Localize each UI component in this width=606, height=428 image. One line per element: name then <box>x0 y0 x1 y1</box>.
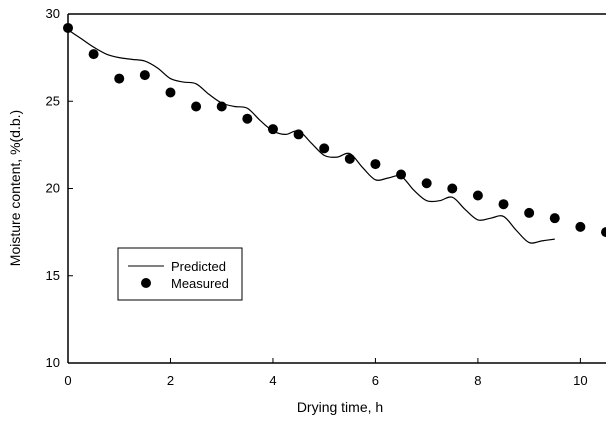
measured-data-point <box>88 49 99 60</box>
measured-data-point <box>370 159 381 170</box>
legend-measured-label: Measured <box>171 276 229 291</box>
x-tick-label: 0 <box>64 373 71 388</box>
measured-data-point <box>165 87 176 98</box>
measured-data-point <box>139 70 150 81</box>
measured-data-point <box>421 178 432 189</box>
y-axis-ticks: 10 15 20 25 30 <box>46 6 73 370</box>
legend-measured-marker-swatch <box>141 278 151 288</box>
measured-data-point <box>267 124 278 135</box>
measured-data-point <box>63 22 73 33</box>
x-tick-label: 2 <box>167 373 174 388</box>
y-tick-label: 10 <box>46 355 60 370</box>
y-tick-label: 25 <box>46 93 60 108</box>
measured-data-point <box>524 207 535 218</box>
measured-data-point <box>293 129 304 140</box>
measured-data-point <box>575 221 586 232</box>
measured-data-point <box>319 143 330 154</box>
series-layer <box>63 22 606 244</box>
x-tick-label: 6 <box>372 373 379 388</box>
x-axis-ticks: 0 2 4 6 8 10 <box>64 358 588 388</box>
x-tick-label: 4 <box>269 373 276 388</box>
measured-data-point <box>216 101 227 112</box>
x-tick-label: 8 <box>474 373 481 388</box>
measured-data-point <box>549 213 560 224</box>
legend-predicted-label: Predicted <box>171 259 226 274</box>
measured-data-point <box>472 190 483 201</box>
measured-data-point <box>498 199 509 210</box>
measured-data-point <box>114 73 125 84</box>
y-tick-label: 30 <box>46 6 60 21</box>
x-tick-label: 10 <box>573 373 587 388</box>
x-axis-title: Drying time, h <box>297 399 383 415</box>
measured-data-point <box>242 113 253 124</box>
legend-box <box>117 247 243 301</box>
measured-data-point <box>344 153 355 164</box>
measured-data-point <box>601 227 606 238</box>
y-tick-label: 15 <box>46 268 60 283</box>
predicted-series-line <box>67 29 555 244</box>
measured-data-point <box>396 169 407 180</box>
y-axis-title: Moisture content, %(d.b.) <box>7 110 23 266</box>
y-tick-label: 20 <box>46 181 60 196</box>
legend: Predicted Measured <box>117 247 243 301</box>
measured-data-point <box>191 101 202 112</box>
measured-data-point <box>447 183 458 194</box>
